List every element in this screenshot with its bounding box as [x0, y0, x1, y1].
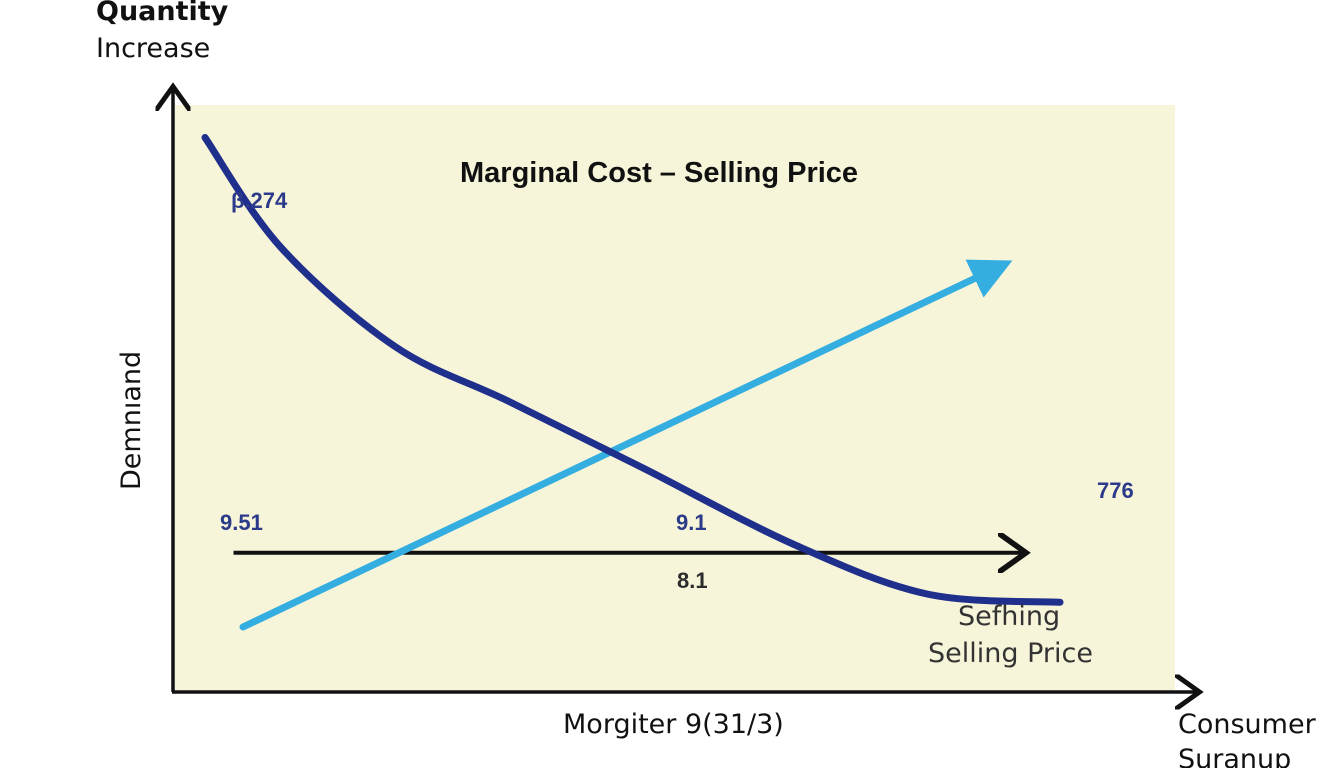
x-axis-title: Morgiter 9(31/3): [563, 709, 784, 740]
horizontal-below-label: 8.1: [677, 568, 708, 593]
y-axis-side-label: Demnıand: [116, 351, 147, 490]
supply-line: [239, 259, 1013, 631]
x-axis-corner-label-1: Consumer: [1178, 709, 1317, 740]
demand-curve: [201, 134, 1064, 606]
x-axis-corner-label-2: Suranup: [1178, 744, 1291, 768]
plot-background: [175, 105, 1175, 690]
horizontal-mid-label: 9.1: [676, 510, 707, 535]
demand-end-label: 776: [1097, 478, 1134, 503]
y-axis-title-sub: Increase: [96, 33, 210, 64]
demand-start-label: β.274: [231, 188, 288, 213]
price-label-line-1: Sefhing: [958, 601, 1060, 632]
series-layer: [201, 134, 1064, 631]
chart-title: Marginal Cost – Selling Price: [460, 157, 858, 189]
y-axis-title-top: Quantity: [96, 0, 229, 27]
price-label-line-2: Selling Price: [928, 638, 1093, 669]
horizontal-left-label: 9.51: [220, 510, 263, 535]
